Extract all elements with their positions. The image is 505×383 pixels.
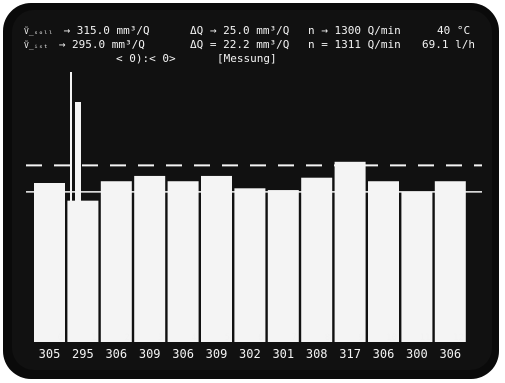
bar-value-label: 317 <box>339 347 361 361</box>
bar-index-label: 2 <box>124 333 129 343</box>
bar-index-label: 0 <box>58 333 63 343</box>
bar-10 <box>368 181 399 342</box>
q-actual-value: → 295.0 mm³/Q <box>58 38 145 51</box>
bar-chart: 0 305 1 295 2 306 3 309 4 306 5 309 6 302 7 301 8 308 9 317… <box>26 72 482 361</box>
bar-8 <box>301 177 333 342</box>
bar-0 <box>34 183 65 342</box>
temperature-readout: 40 °C <box>437 24 471 37</box>
bar-index-label: 6 <box>258 333 263 343</box>
bar-value-label: 306 <box>105 347 127 361</box>
bar-index-label: 12 <box>453 333 464 343</box>
bar-index-label: 7 <box>291 333 296 343</box>
q-set-value: → 315.0 mm³/Q <box>63 24 150 37</box>
bar-6 <box>234 188 266 342</box>
bar-index-label: 10 <box>386 333 397 343</box>
q-set-symbol: Ṽ̲ₛₒₗₗ <box>24 27 53 36</box>
bar-value-label: 306 <box>373 347 395 361</box>
bar-5 <box>201 175 232 342</box>
bar-index-label: 8 <box>325 333 330 343</box>
bar-value-label: 300 <box>406 347 428 361</box>
bar-value-label: 305 <box>39 347 61 361</box>
bar-value-label: 302 <box>239 347 261 361</box>
bar-index-label: 3 <box>158 333 163 343</box>
q-actual-symbol: Ṽ̲ᵢₛₜ <box>24 41 49 50</box>
header-row-1: Ṽ̲ₛₒₗₗ → 315.0 mm³/Q <box>24 24 150 38</box>
bar-index-label: 9 <box>358 333 363 343</box>
bar-7 <box>267 190 299 342</box>
cursor-bar <box>75 102 81 342</box>
bar-value-label: 309 <box>139 347 161 361</box>
bar-value-label: 306 <box>172 347 194 361</box>
bar-index-label: 1 <box>91 333 96 343</box>
bar-2 <box>100 181 132 342</box>
bar-value-label: 308 <box>306 347 328 361</box>
bar-4 <box>167 181 199 342</box>
crt-screen: Ṽ̲ₛₒₗₗ → 315.0 mm³/Q ΔQ → 25.0 mm³/Q n →… <box>12 10 492 370</box>
rpm-actual: n = 1311 Q/min <box>308 38 401 51</box>
bar-index-label: 5 <box>225 333 230 343</box>
bar-index-label: 4 <box>191 333 196 343</box>
delta-q-set: ΔQ → 25.0 mm³/Q <box>190 24 290 37</box>
bar-12 <box>434 181 466 342</box>
rpm-set: n → 1300 Q/min <box>308 24 401 37</box>
header-row-2: Ṽ̲ᵢₛₜ → 295.0 mm³/Q <box>24 38 145 52</box>
bar-9 <box>334 161 366 342</box>
delta-q-actual: ΔQ = 22.2 mm³/Q <box>190 38 290 51</box>
bar-3 <box>134 175 166 342</box>
bar-value-label: 309 <box>206 347 228 361</box>
range-indicator: < 0):< 0> <box>116 52 176 65</box>
flow-rate-readout: 69.1 l/h <box>422 38 475 51</box>
bar-11 <box>401 191 433 342</box>
bar-index-label: 11 <box>420 333 431 343</box>
mode-indicator: [Messung] <box>217 52 277 65</box>
bar-value-label: 295 <box>72 347 94 361</box>
bar-1 <box>67 200 99 342</box>
bar-value-label: 306 <box>439 347 461 361</box>
bar-value-label: 301 <box>272 347 294 361</box>
